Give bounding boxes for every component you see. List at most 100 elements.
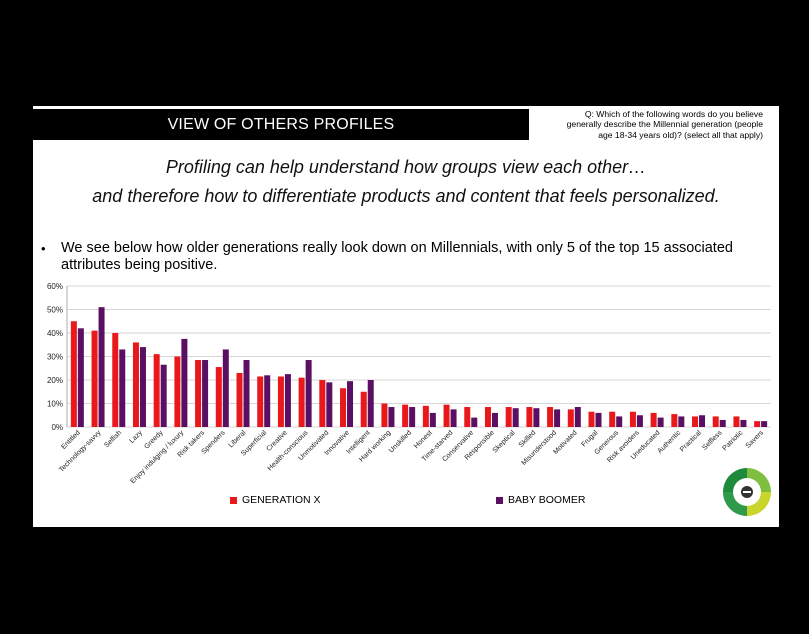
bar-gen-x	[195, 360, 202, 427]
question-line-3: age 18-34 years old)? (select all that a…	[598, 129, 763, 140]
survey-question: Q: Which of the following words do you b…	[535, 109, 763, 140]
bar-boomer	[595, 412, 602, 427]
bar-boomer	[388, 407, 395, 427]
bar-boomer	[347, 381, 354, 427]
x-tick-label: Skeptical	[492, 429, 517, 454]
y-tick-label: 40%	[47, 329, 63, 338]
bar-gen-x	[257, 376, 264, 427]
bar-boomer	[636, 415, 643, 427]
bar-gen-x	[609, 411, 616, 427]
bar-gen-x	[91, 330, 98, 427]
bar-gen-x	[215, 367, 222, 427]
bullet-point: • We see below how older generations rea…	[41, 240, 741, 274]
y-tick-label: 0%	[51, 423, 63, 432]
bar-boomer	[491, 412, 498, 427]
x-tick-label: Savers	[745, 429, 766, 450]
title-bar: VIEW OF OTHERS PROFILES	[33, 109, 529, 140]
x-tick-label: Selfless	[701, 429, 724, 452]
bar-boomer	[719, 419, 726, 427]
bar-boomer	[119, 349, 126, 427]
bar-gen-x	[733, 416, 740, 427]
bar-gen-x	[298, 377, 305, 427]
bar-boomer	[533, 408, 540, 427]
bar-gen-x	[464, 407, 471, 427]
question-line-2: generally describe the Millennial genera…	[566, 119, 763, 130]
bar-boomer	[616, 416, 623, 427]
bar-gen-x	[70, 321, 77, 427]
x-tick-label: Lazy	[128, 429, 144, 445]
bar-gen-x	[153, 354, 160, 427]
bar-boomer	[471, 417, 478, 427]
bar-gen-x	[567, 409, 574, 427]
bar-gen-x	[712, 416, 719, 427]
bar-boomer	[574, 407, 581, 427]
slide: VIEW OF OTHERS PROFILES Q: Which of the …	[33, 106, 779, 527]
bar-boomer	[512, 408, 519, 427]
bullet-icon: •	[41, 241, 46, 256]
y-tick-label: 50%	[47, 306, 63, 315]
bar-boomer	[657, 417, 664, 427]
bar-boomer	[699, 415, 706, 427]
x-tick-label: Selfish	[103, 429, 123, 449]
bar-gen-x	[692, 416, 699, 427]
bar-gen-x	[526, 407, 533, 427]
y-tick-label: 60%	[47, 282, 63, 291]
bar-boomer	[429, 412, 436, 427]
bar-boomer	[740, 419, 747, 427]
bar-gen-x	[132, 342, 139, 427]
legend-label-gen-x: GENERATION X	[242, 494, 321, 506]
legend-swatch-boomer	[496, 496, 503, 504]
bar-gen-x	[112, 333, 119, 427]
bar-gen-x	[671, 414, 678, 427]
legend-swatch-gen-x	[230, 496, 237, 504]
bar-boomer	[450, 409, 457, 427]
x-tick-label: Patriotic	[722, 429, 745, 452]
bar-boomer	[326, 382, 333, 427]
x-tick-label: Technology-savvy	[58, 429, 103, 474]
legend-label-boomer: BABY BOOMER	[508, 494, 586, 506]
bar-boomer	[761, 421, 768, 427]
bar-gen-x	[588, 411, 595, 427]
bar-boomer	[181, 338, 188, 427]
bar-gen-x	[319, 380, 326, 427]
bar-gen-x	[402, 404, 409, 427]
bar-boomer	[284, 374, 291, 427]
bar-boomer	[98, 307, 105, 427]
tagline-2: and therefore how to differentiate produ…	[92, 186, 720, 206]
bar-boomer	[264, 375, 271, 427]
bar-boomer	[554, 409, 561, 427]
bar-gen-x	[484, 407, 491, 427]
bar-gen-x	[381, 403, 388, 427]
bar-boomer	[243, 360, 250, 427]
x-tick-label: Liberal	[228, 429, 248, 449]
legend-gen-x: GENERATION X	[230, 494, 321, 506]
bar-boomer	[305, 360, 312, 427]
y-tick-label: 30%	[47, 353, 63, 362]
bar-chart: 0%10%20%30%40%50%60%EntitledTechnology-s…	[47, 282, 771, 485]
x-tick-label: Unskilled	[388, 429, 413, 454]
bar-gen-x	[547, 407, 554, 427]
brand-logo-icon	[723, 468, 771, 516]
question-line-1: Q: Which of the following words do you b…	[584, 109, 763, 119]
y-tick-label: 20%	[47, 376, 63, 385]
bar-boomer	[160, 364, 167, 427]
bar-boomer	[409, 407, 416, 427]
bar-boomer	[678, 416, 685, 427]
tagline-1: Profiling can help understand how groups…	[165, 157, 647, 177]
x-tick-label: Authentic	[657, 429, 683, 455]
bar-boomer	[222, 349, 229, 427]
bar-gen-x	[650, 412, 657, 427]
bar-gen-x	[277, 376, 284, 427]
bar-gen-x	[340, 388, 347, 427]
bar-gen-x	[174, 356, 181, 427]
bar-gen-x	[360, 391, 367, 427]
bar-gen-x	[443, 404, 450, 427]
bar-boomer	[139, 347, 146, 427]
x-tick-label: Practical	[679, 429, 703, 453]
x-tick-label: Skilled	[518, 429, 538, 449]
bar-boomer	[202, 360, 209, 427]
bar-gen-x	[754, 421, 761, 427]
slide-title: VIEW OF OTHERS PROFILES	[167, 115, 395, 133]
x-tick-label: Frugal	[580, 429, 599, 448]
bullet-text: We see below how older generations reall…	[61, 240, 733, 273]
